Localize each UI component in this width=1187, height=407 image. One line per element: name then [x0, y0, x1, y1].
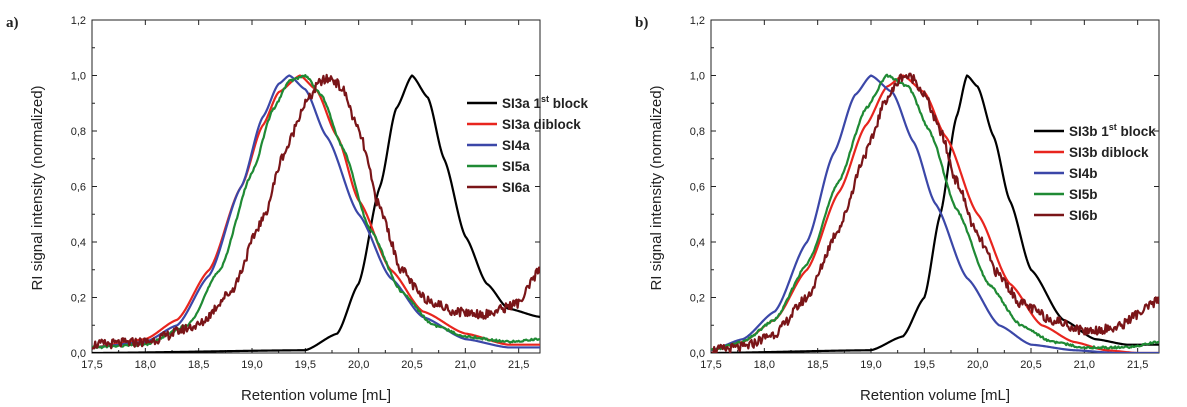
y-tick-label: 1,2: [71, 15, 86, 27]
y-tick-label: 1,0: [71, 71, 86, 83]
x-tick-label: 21,0: [1074, 359, 1095, 371]
x-tick-label: 21,5: [508, 359, 529, 371]
y-tick-label: 0,2: [71, 293, 86, 305]
x-tick-label: 20,5: [401, 359, 422, 371]
panel-a-label: a): [6, 15, 19, 31]
panel-a-y-axis-title: RI signal intensity (normalized): [29, 85, 46, 290]
legend-label: SI3b diblock: [1069, 145, 1149, 160]
x-tick-label: 20,0: [967, 359, 988, 371]
panel-b-label: b): [635, 15, 648, 31]
series-line-si3a-1st-block: [92, 74, 540, 353]
series-line-si5b: [711, 73, 1159, 352]
legend-label: SI3a diblock: [502, 117, 581, 132]
legend-label: SI6b: [1069, 208, 1098, 223]
y-tick-label: 0,4: [690, 237, 705, 249]
series-line-si6a: [92, 73, 540, 350]
series-line-si4b: [711, 74, 1159, 353]
panel-b-y-axis-title: RI signal intensity (normalized): [648, 85, 665, 290]
y-tick-label: 0,2: [690, 293, 705, 305]
series-line-si3a-diblock: [92, 74, 540, 349]
x-tick-label: 18,5: [807, 359, 828, 371]
y-tick-label: 1,0: [690, 71, 705, 83]
panel-a-x-axis-title: Retention volume [mL]: [241, 387, 391, 404]
legend-label: SI5b: [1069, 187, 1098, 202]
y-tick-label: 0,4: [71, 237, 86, 249]
legend-label: SI4b: [1069, 166, 1098, 181]
legend-label: SI4a: [502, 138, 530, 153]
y-tick-label: 0,0: [690, 348, 705, 360]
x-tick-label: 17,5: [81, 359, 102, 371]
legend-label: SI6a: [502, 180, 530, 195]
panel-b-x-axis-title: Retention volume [mL]: [860, 387, 1010, 404]
y-tick-label: 0,6: [71, 182, 86, 194]
legend-label: SI3a 1st block: [502, 94, 589, 111]
series-line-si6b: [711, 72, 1159, 353]
x-tick-label: 19,5: [914, 359, 935, 371]
panel-b: b) RI signal intensity (normalized) Rete…: [635, 15, 1160, 404]
x-tick-label: 18,0: [135, 359, 156, 371]
x-tick-label: 18,0: [754, 359, 775, 371]
x-tick-label: 20,5: [1020, 359, 1041, 371]
legend-label: SI3b 1st block: [1069, 122, 1156, 139]
y-tick-label: 0,6: [690, 182, 705, 194]
y-tick-label: 0,0: [71, 348, 86, 360]
x-tick-label: 21,5: [1127, 359, 1148, 371]
y-tick-label: 0,8: [690, 126, 705, 138]
x-tick-label: 20,0: [348, 359, 369, 371]
x-tick-label: 17,5: [700, 359, 721, 371]
panel-a: a) RI signal intensity (normalized) Rete…: [6, 15, 589, 404]
x-tick-label: 19,0: [241, 359, 262, 371]
x-tick-label: 19,0: [860, 359, 881, 371]
x-tick-label: 21,0: [455, 359, 476, 371]
legend-label: SI5a: [502, 159, 530, 174]
x-tick-label: 18,5: [188, 359, 209, 371]
y-tick-label: 0,8: [71, 126, 86, 138]
y-tick-label: 1,2: [690, 15, 705, 27]
series-line-si4a: [92, 74, 540, 349]
x-tick-label: 19,5: [295, 359, 316, 371]
